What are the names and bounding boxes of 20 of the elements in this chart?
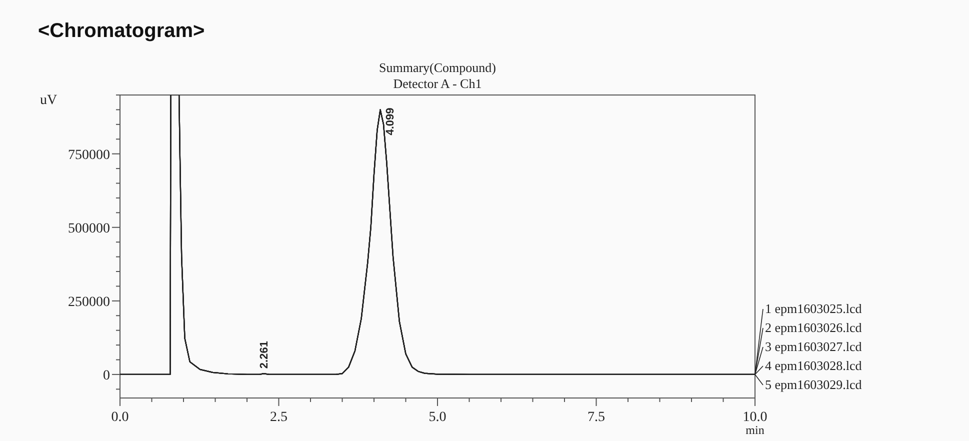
x-tick-label: 2.5 xyxy=(270,410,288,425)
text: 2 epm1603026.lcd xyxy=(765,320,862,335)
x-axis-title: min xyxy=(746,423,764,437)
y-tick-label: 750000 xyxy=(68,148,110,163)
y-tick-label: 0 xyxy=(103,368,110,384)
x-tick-label: 0.0 xyxy=(111,410,129,425)
y-tick-label: 500000 xyxy=(68,221,110,236)
annotation: 4.099 xyxy=(384,108,396,136)
x-tick-label: 5.0 xyxy=(428,410,446,425)
y-tick-label: 250000 xyxy=(68,294,110,310)
x-tick-label: 7.5 xyxy=(588,410,605,425)
chart-title: <Chromatogram> xyxy=(38,20,205,42)
annotation: 2.261 xyxy=(258,341,271,369)
legend-label: 5 epm1603029.lcd xyxy=(765,377,862,392)
legend-label: 4 epm1603028.lcd xyxy=(765,358,862,373)
y-axis-title: uV xyxy=(40,93,58,108)
text: 1 epm1603025.lcd xyxy=(765,301,862,316)
chart-subtitle: Summary(Compound) Detector A - Ch1 xyxy=(379,60,496,91)
x-tick-label: 10.0 xyxy=(742,410,768,425)
series-label: 3 epm1603027.lcd xyxy=(765,339,862,354)
